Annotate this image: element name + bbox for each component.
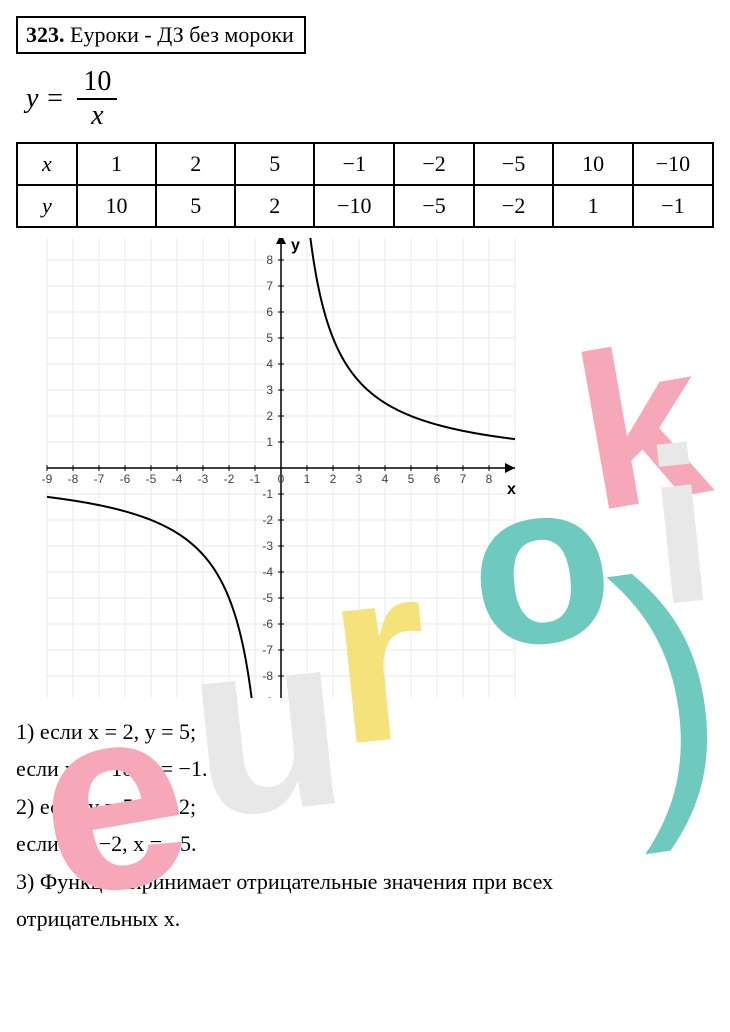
svg-text:1: 1 xyxy=(304,472,311,486)
svg-text:-7: -7 xyxy=(262,643,273,657)
svg-text:1: 1 xyxy=(266,435,273,449)
svg-text:5: 5 xyxy=(408,472,415,486)
table-row: y 10 5 2 −10 −5 −2 1 −1 xyxy=(17,185,713,227)
answer-line: 3) Функция принимает отрицательные значе… xyxy=(16,863,714,900)
table-row-header: y xyxy=(17,185,77,227)
problem-title: 323. Еуроки - ДЗ без мороки xyxy=(16,16,306,54)
svg-text:-8: -8 xyxy=(68,472,79,486)
table-row-header: x xyxy=(17,143,77,185)
value-table: x 1 2 5 −1 −2 −5 10 −10 y 10 5 2 −10 −5 … xyxy=(16,142,714,228)
table-cell: 10 xyxy=(553,143,632,185)
table-cell: 5 xyxy=(235,143,314,185)
svg-text:-6: -6 xyxy=(262,617,273,631)
wm-k: k xyxy=(559,291,723,561)
svg-text:0: 0 xyxy=(278,472,285,486)
table-cell: −1 xyxy=(633,185,713,227)
svg-text:8: 8 xyxy=(486,472,493,486)
svg-text:-8: -8 xyxy=(262,669,273,683)
hyperbola-chart: -9 -8 -7 -6 -5 -4 -3 -2 -1 0 1 2 3 4 5 6 7 8 -9 -8 -7 -6 -5 -4 -… xyxy=(16,238,536,698)
svg-text:-9: -9 xyxy=(42,472,53,486)
svg-text:-5: -5 xyxy=(146,472,157,486)
svg-text:-2: -2 xyxy=(224,472,235,486)
answer-line: если x = −10, y = −1. xyxy=(16,750,714,787)
svg-text:4: 4 xyxy=(266,357,273,371)
formula-numerator: 10 xyxy=(77,68,117,100)
svg-text:-4: -4 xyxy=(172,472,183,486)
table-cell: −2 xyxy=(474,185,554,227)
svg-text:2: 2 xyxy=(266,409,273,423)
svg-text:-7: -7 xyxy=(94,472,105,486)
table-cell: 10 xyxy=(77,185,156,227)
formula: y = 10 x xyxy=(26,68,714,130)
table-cell: −5 xyxy=(394,185,474,227)
table-cell: 1 xyxy=(553,185,632,227)
table-cell: 1 xyxy=(77,143,156,185)
formula-denominator: x xyxy=(77,100,117,130)
table-cell: 2 xyxy=(235,185,314,227)
table-cell: 5 xyxy=(156,185,235,227)
svg-text:4: 4 xyxy=(382,472,389,486)
svg-text:-4: -4 xyxy=(262,565,273,579)
answer-line: если y = −2, x = −5. xyxy=(16,825,714,862)
problem-number: 323. xyxy=(26,22,65,47)
wm-i: i xyxy=(637,397,724,655)
svg-text:-2: -2 xyxy=(262,513,273,527)
svg-text:7: 7 xyxy=(266,279,273,293)
answer-line: отрицательных x. xyxy=(16,900,714,937)
answer-line: 1) если x = 2, y = 5; xyxy=(16,713,714,750)
svg-text:3: 3 xyxy=(356,472,363,486)
svg-text:-1: -1 xyxy=(250,472,261,486)
svg-text:8: 8 xyxy=(266,253,273,267)
table-cell: −10 xyxy=(314,185,394,227)
table-cell: −1 xyxy=(314,143,394,185)
svg-text:3: 3 xyxy=(266,383,273,397)
svg-text:6: 6 xyxy=(266,305,273,319)
table-cell: −10 xyxy=(633,143,713,185)
svg-text:-5: -5 xyxy=(262,591,273,605)
svg-text:-3: -3 xyxy=(262,539,273,553)
svg-text:5: 5 xyxy=(266,331,273,345)
svg-text:9: 9 xyxy=(266,238,273,241)
svg-text:-9: -9 xyxy=(262,695,273,698)
table-row: x 1 2 5 −1 −2 −5 10 −10 xyxy=(17,143,713,185)
table-cell: 2 xyxy=(156,143,235,185)
problem-title-text: Еуроки - ДЗ без мороки xyxy=(70,22,294,47)
table-cell: −5 xyxy=(474,143,554,185)
formula-lhs: y = xyxy=(26,83,64,115)
answer-line: 2) если y = 5, x = 2; xyxy=(16,788,714,825)
table-cell: −2 xyxy=(394,143,474,185)
svg-text:-6: -6 xyxy=(120,472,131,486)
svg-text:y: y xyxy=(291,238,300,254)
answers: 1) если x = 2, y = 5; если x = −10, y = … xyxy=(16,713,714,937)
svg-text:x: x xyxy=(507,481,516,498)
svg-text:6: 6 xyxy=(434,472,441,486)
svg-text:2: 2 xyxy=(330,472,337,486)
svg-text:-1: -1 xyxy=(262,487,273,501)
svg-text:7: 7 xyxy=(460,472,467,486)
svg-text:-3: -3 xyxy=(198,472,209,486)
